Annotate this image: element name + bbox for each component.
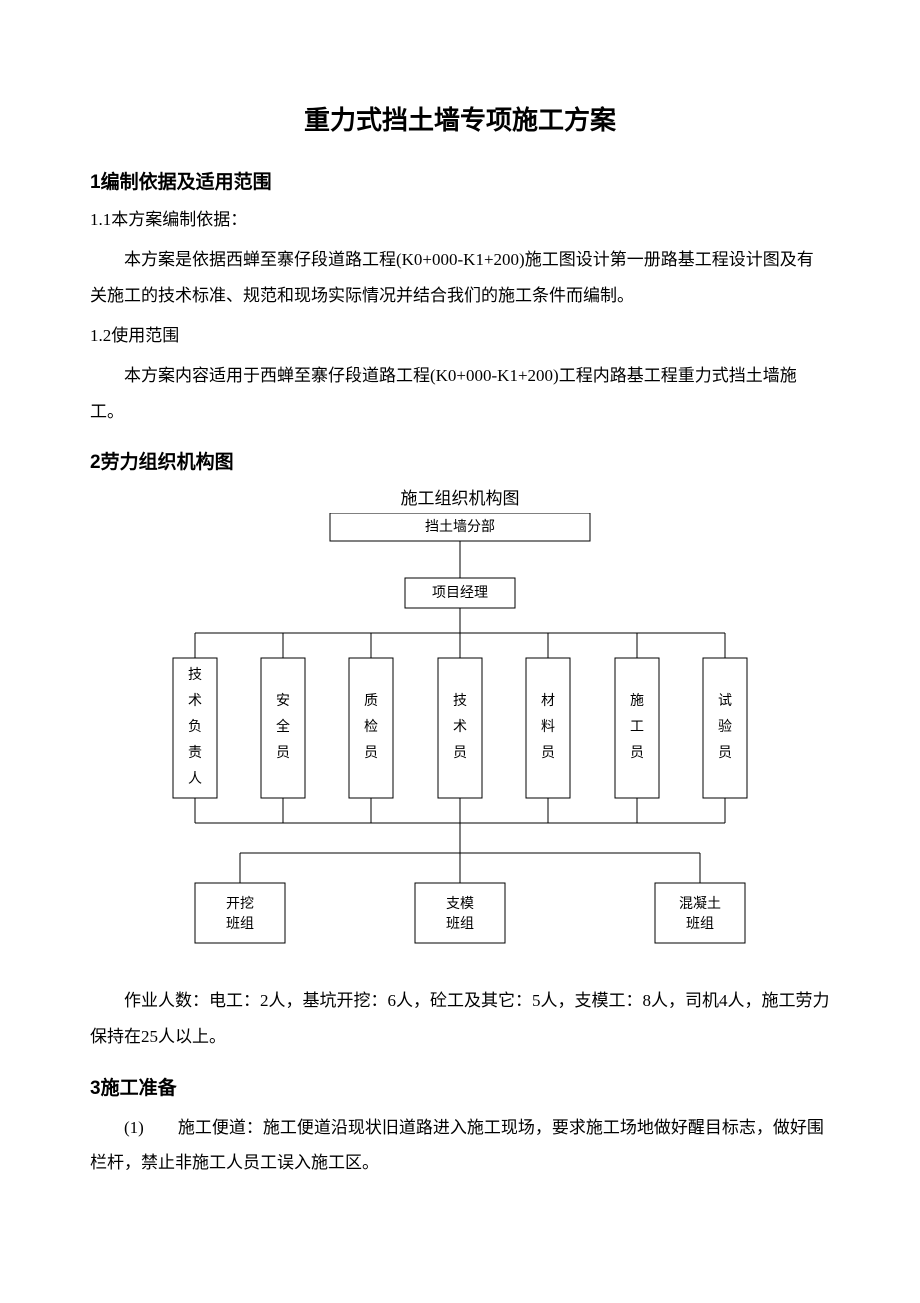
org-row2-6-char-0: 试: [718, 694, 732, 710]
org-row2-2-char-0: 质: [364, 694, 378, 710]
org-row2-1-char-0: 安: [276, 694, 290, 710]
section-3-item1: (1) 施工便道：施工便道沿现状旧道路进入施工现场，要求施工场地做好醒目标志，做…: [90, 1110, 830, 1181]
org-chart: 施工组织机构图 挡土墙分部 项目经理: [90, 484, 830, 973]
section-1-sub2: 1.2使用范围: [90, 320, 830, 352]
org-row2-0-char-3: 责: [188, 746, 202, 762]
section-2-heading: 2劳力组织机构图: [90, 447, 830, 474]
section-1-p2: 本方案内容适用于西蝉至寨仔段道路工程(K0+000-K1+200)工程内路基工程…: [90, 358, 830, 429]
org-top: 挡土墙分部: [425, 520, 495, 536]
section-2-workers: 作业人数：电工：2人，基坑开挖：6人，砼工及其它：5人，支模工：8人，司机4人，…: [90, 983, 830, 1054]
org-row3-2-l2: 班组: [686, 917, 714, 933]
org-row3-1-l2: 班组: [446, 917, 474, 933]
org-row2-0-char-2: 负: [188, 720, 202, 736]
org-row2-3-char-1: 术: [453, 720, 467, 736]
org-row2-3-char-2: 员: [453, 747, 467, 762]
org-row2-5-char-0: 施: [630, 694, 644, 710]
org-row2-2-char-2: 员: [364, 747, 378, 762]
org-row2-1-char-2: 员: [276, 747, 290, 762]
org-row3-0-l1: 开挖: [226, 897, 254, 913]
org-row3-0-l2: 班组: [226, 917, 254, 933]
org-row2-4-char-2: 员: [541, 747, 555, 762]
org-row2-0-char-4: 人: [188, 772, 202, 788]
org-row3-1-l1: 支模: [446, 897, 474, 913]
org-row2-5-char-2: 员: [630, 747, 644, 762]
org-row2-4-char-1: 料: [541, 720, 555, 736]
org-row2-6-char-1: 验: [718, 720, 732, 736]
org-row2-3-char-0: 技: [453, 694, 467, 710]
org-row2-1-char-1: 全: [276, 719, 290, 736]
org-chart-svg: 挡土墙分部 项目经理: [140, 513, 780, 973]
section-1-sub1: 1.1本方案编制依据：: [90, 204, 830, 236]
org-row2-4-char-0: 材: [541, 694, 555, 710]
org-row2-2-char-1: 检: [364, 720, 378, 736]
page-title: 重力式挡土墙专项施工方案: [90, 100, 830, 137]
section-1-heading: 1编制依据及适用范围: [90, 167, 830, 194]
section-1-p1: 本方案是依据西蝉至寨仔段道路工程(K0+000-K1+200)施工图设计第一册路…: [90, 242, 830, 313]
section-3-heading: 3施工准备: [90, 1073, 830, 1100]
org-row3-2-l1: 混凝土: [679, 897, 721, 913]
org-row2-5-char-1: 工: [630, 721, 644, 736]
org-row2-0-char-1: 术: [188, 694, 202, 710]
org-chart-title: 施工组织机构图: [90, 484, 830, 509]
org-row2-6-char-2: 员: [718, 747, 732, 762]
org-row2-0-char-0: 技: [188, 668, 202, 684]
org-manager: 项目经理: [432, 586, 488, 602]
